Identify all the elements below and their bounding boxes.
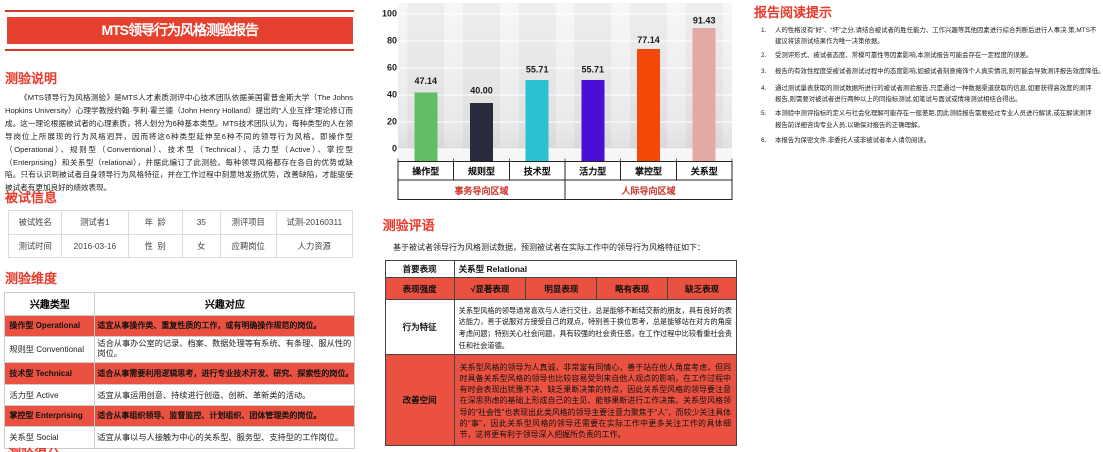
svg-text:关系型: 关系型 <box>691 166 718 177</box>
svg-text:40.00: 40.00 <box>470 86 493 96</box>
svg-text:20: 20 <box>387 117 397 127</box>
svg-text:规则型: 规则型 <box>468 166 495 177</box>
svg-text:0: 0 <box>392 144 397 154</box>
svg-text:操作型: 操作型 <box>412 166 439 177</box>
svg-text:55.71: 55.71 <box>526 64 549 74</box>
svg-text:100: 100 <box>382 9 397 19</box>
svg-text:活力型: 活力型 <box>579 166 606 177</box>
svg-text:80: 80 <box>387 36 397 46</box>
svg-text:91.43: 91.43 <box>693 16 716 26</box>
svg-text:60: 60 <box>387 63 397 73</box>
svg-text:55.71: 55.71 <box>582 64 605 74</box>
svg-text:40: 40 <box>387 90 397 100</box>
svg-text:人际导向区域: 人际导向区域 <box>620 185 675 196</box>
svg-text:事务导向区域: 事务导向区域 <box>454 185 508 196</box>
svg-text:掌控型: 掌控型 <box>635 166 662 177</box>
svg-text:技术型: 技术型 <box>524 166 551 177</box>
svg-text:47.14: 47.14 <box>415 76 438 86</box>
svg-text:77.14: 77.14 <box>637 35 660 45</box>
